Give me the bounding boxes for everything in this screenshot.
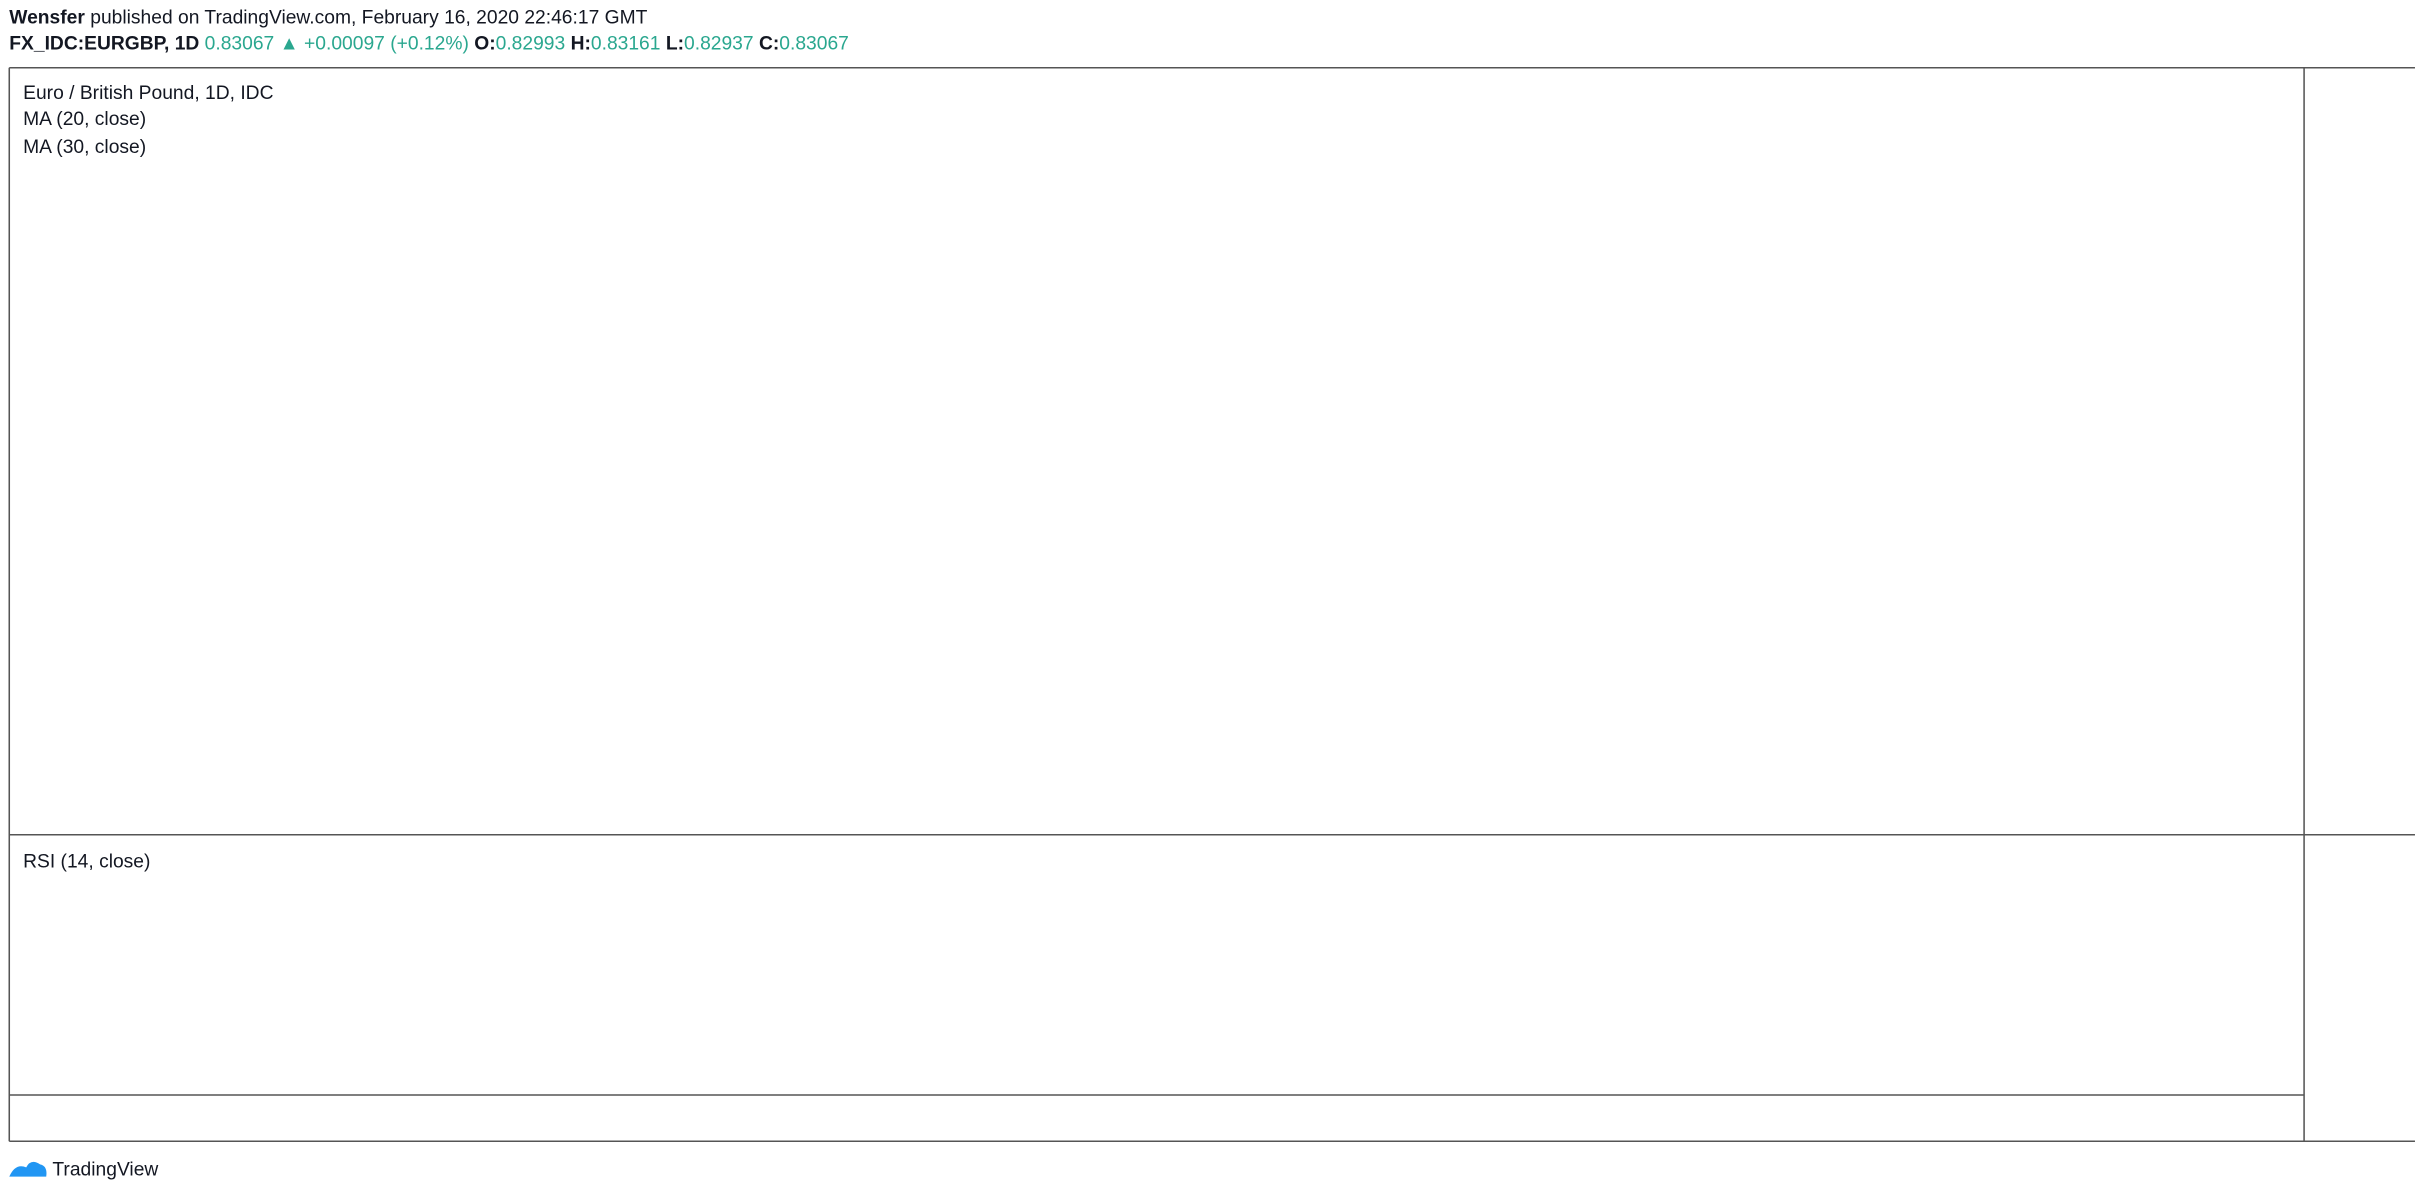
high-value: 0.83161: [591, 34, 661, 55]
chart-title: Euro / British Pound, 1D, IDC: [23, 83, 273, 104]
high-label: H:: [571, 34, 591, 55]
brand: TradingView: [52, 1160, 158, 1181]
close-label: C:: [759, 34, 779, 55]
symbol: FX_IDC:EURGBP, 1D: [9, 34, 199, 55]
open-label: O:: [474, 34, 495, 55]
symbol-line: FX_IDC:EURGBP, 1D 0.83067 ▲ +0.00097 (+0…: [9, 34, 849, 55]
author: Wensfer: [9, 8, 85, 29]
header-line: Wensfer published on TradingView.com, Fe…: [9, 8, 647, 29]
low-value: 0.82937: [684, 34, 754, 55]
last-price: 0.83067: [205, 34, 275, 55]
published: published on TradingView.com, February 1…: [90, 8, 647, 29]
arrow: ▲: [280, 34, 299, 55]
footer-logo: TradingView: [9, 1160, 158, 1181]
close-value: 0.83067: [779, 34, 849, 55]
open-value: 0.82993: [496, 34, 566, 55]
low-label: L:: [666, 34, 684, 55]
frame: [8, 66, 2415, 1143]
rsi-title: RSI (14, close): [23, 852, 150, 873]
legend-entry: MA (20, close): [23, 109, 146, 130]
legend-entry: MA (30, close): [23, 137, 146, 158]
change: +0.00097 (+0.12%): [304, 34, 469, 55]
logo-icon: [9, 1161, 47, 1177]
